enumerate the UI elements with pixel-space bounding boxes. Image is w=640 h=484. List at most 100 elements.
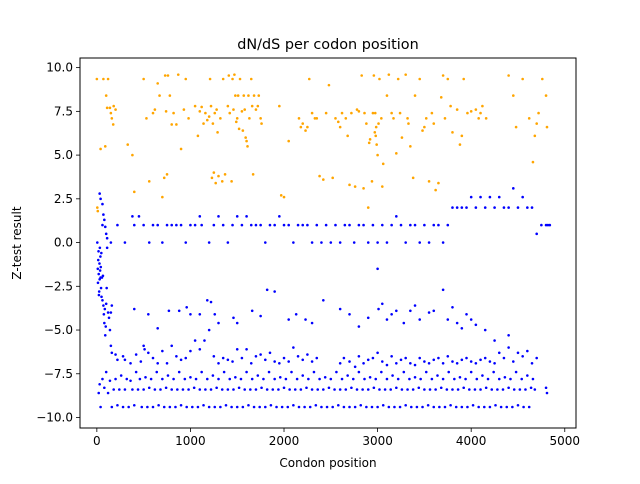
series-0-point [322, 178, 325, 181]
series-1-point [437, 356, 440, 360]
series-1-point [161, 349, 164, 353]
series-0-point [449, 104, 452, 108]
series-1-point [224, 403, 228, 407]
series-1-point [226, 241, 230, 244]
series-1-point [106, 391, 110, 395]
series-1-point [179, 223, 183, 227]
series-1-point [396, 377, 400, 381]
series-1-point [177, 309, 181, 313]
series-0-point [232, 108, 235, 111]
series-0-point [216, 131, 219, 134]
series-1-point [316, 388, 320, 391]
series-1-point [329, 241, 333, 244]
series-0-point [244, 136, 247, 139]
series-1-point [259, 314, 262, 318]
series-1-point [98, 269, 102, 272]
series-1-point [451, 206, 454, 209]
series-1-point [142, 388, 145, 391]
series-1-point [232, 316, 235, 320]
series-1-point [483, 328, 487, 332]
series-0-point [241, 129, 245, 132]
series-1-point [482, 405, 486, 409]
series-0-point [161, 195, 164, 199]
series-1-point [418, 318, 422, 321]
series-1-point [100, 251, 103, 255]
series-1-point [413, 223, 417, 227]
series-1-point [507, 333, 510, 337]
series-1-point [170, 388, 174, 391]
series-1-point [142, 344, 145, 348]
series-1-point [240, 223, 244, 227]
series-1-point [103, 321, 106, 325]
series-0-point [363, 111, 366, 115]
series-1-point [511, 405, 514, 409]
series-1-point [406, 388, 409, 391]
series-1-point [460, 405, 464, 409]
series-0-point [193, 104, 197, 108]
series-1-point [131, 388, 134, 391]
series-0-point [374, 134, 378, 138]
series-0-point [110, 117, 114, 120]
series-0-point [99, 147, 102, 151]
series-1-point [446, 354, 450, 358]
series-0-point [324, 111, 328, 115]
series-1-point [247, 403, 250, 407]
series-1-point [204, 388, 207, 391]
series-1-point [159, 388, 162, 391]
series-1-point [353, 405, 357, 409]
series-1-point [307, 377, 310, 381]
series-1-point [483, 356, 487, 360]
series-1-point [278, 215, 281, 218]
series-1-point [252, 405, 256, 409]
series-1-point [402, 370, 406, 374]
series-1-point [123, 241, 127, 244]
series-1-point [264, 358, 267, 362]
series-1-point [507, 346, 510, 349]
series-0-point [360, 74, 363, 77]
series-0-point [102, 77, 105, 81]
series-0-point [404, 73, 407, 76]
series-1-point [518, 388, 522, 391]
series-1-point [286, 405, 290, 409]
series-1-point [376, 351, 379, 355]
series-0-point [362, 187, 365, 190]
series-0-point [198, 110, 202, 113]
series-0-point [237, 127, 241, 131]
series-1-point [535, 232, 538, 236]
series-0-point [209, 104, 213, 108]
series-0-point [204, 111, 207, 115]
series-1-point [474, 361, 478, 365]
series-1-point [278, 361, 281, 365]
series-0-point [306, 125, 309, 129]
series-1-point [512, 388, 516, 391]
series-1-point [112, 388, 115, 391]
series-1-point [156, 326, 159, 330]
series-0-point [170, 123, 174, 126]
series-1-point [357, 223, 361, 227]
series-0-point [348, 183, 351, 187]
series-1-point [497, 377, 501, 381]
series-0-point [434, 188, 437, 192]
series-1-point [207, 405, 211, 409]
series-1-point [308, 405, 312, 409]
series-1-point [479, 388, 482, 391]
series-1-point [324, 223, 328, 227]
series-1-point [376, 241, 379, 244]
series-1-point [196, 405, 200, 409]
series-1-point [366, 358, 370, 362]
series-0-point [96, 209, 100, 213]
series-1-point [209, 300, 213, 304]
series-1-point [205, 298, 209, 302]
series-1-point [357, 325, 361, 328]
series-0-point [432, 122, 436, 125]
series-0-point [469, 110, 473, 113]
series-1-point [361, 388, 364, 391]
series-1-point [305, 386, 308, 390]
series-1-point [96, 258, 100, 262]
series-1-point [131, 215, 134, 218]
series-1-point [177, 370, 181, 374]
x-tick-label: 5000 [549, 434, 580, 448]
series-0-point [220, 180, 224, 183]
